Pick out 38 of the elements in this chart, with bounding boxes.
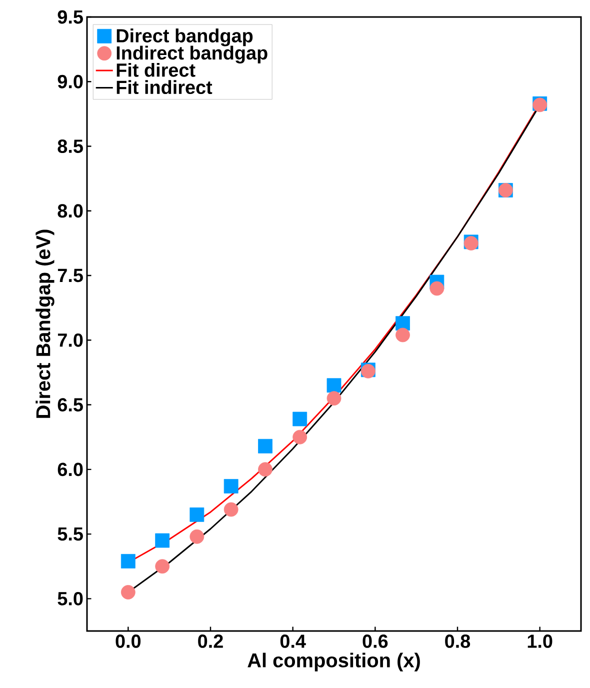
point [155,559,170,574]
point [396,328,410,342]
point [292,412,308,426]
point [190,529,204,544]
y-tick-label: 7.5 [58,268,83,282]
legend-label: Direct bandgap [116,28,253,46]
y-tick-label: 8.0 [58,204,83,218]
legend-label: Indirect bandgap [116,46,268,64]
point [258,438,272,454]
point [224,479,238,494]
x-tick-label: 0.2 [198,634,223,648]
point [120,554,136,568]
x-axis-title: Al composition (x) [248,652,420,672]
point [292,430,308,444]
point [190,507,204,522]
legend-label: Fit indirect [116,80,212,94]
y-tick-label: 9.5 [58,10,83,24]
x-tick-label: 1.0 [528,634,552,648]
point [326,378,342,393]
point [224,502,238,517]
legend-label: Fit direct [116,62,196,77]
y-axis-title: Direct Bandgap (eV) [36,230,54,418]
y-tick-label: 8.5 [58,140,83,153]
x-tick-label: 0.0 [116,634,141,648]
point [326,391,342,406]
point [258,462,272,477]
x-tick-label: 0.6 [362,634,388,648]
point [430,281,444,296]
y-tick-label: 9.0 [58,74,83,88]
point [155,533,170,548]
y-tick-label: 6.5 [58,398,83,412]
y-tick-label: 7.0 [58,333,83,347]
y-tick-label: 5.0 [58,592,83,606]
x-tick-label: 0.4 [280,634,306,648]
x-tick-label: 0.8 [445,634,470,648]
y-tick-label: 6.0 [58,462,83,476]
y-tick-label: 5.5 [58,527,83,541]
point [120,585,136,600]
